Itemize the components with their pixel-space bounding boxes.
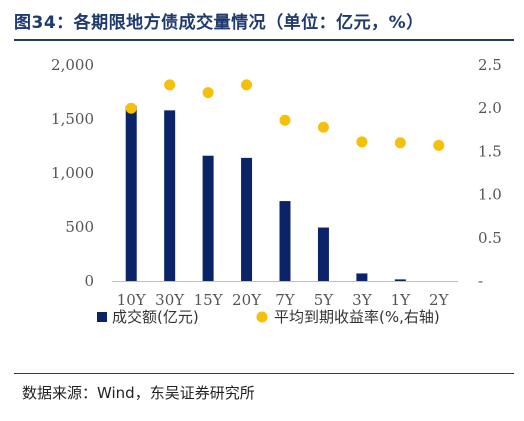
x-axis-tick: 2Y xyxy=(429,291,450,309)
yield-point-30Y xyxy=(164,79,176,91)
x-axis-tick: 5Y xyxy=(314,291,335,309)
yield-point-3Y xyxy=(356,136,368,148)
bar-15Y xyxy=(202,155,214,281)
left-axis-tick: 2,000 xyxy=(51,56,94,74)
yield-point-20Y xyxy=(241,79,253,91)
chart-title: 图34：各期限地方债成交量情况（单位：亿元，%） xyxy=(14,13,424,33)
bar-20Y xyxy=(241,157,253,281)
header-rule xyxy=(14,39,514,41)
yield-point-2Y xyxy=(433,139,445,151)
bar-30Y xyxy=(164,110,176,281)
right-axis-tick: 1.0 xyxy=(478,186,502,204)
yield-point-10Y xyxy=(125,102,137,114)
right-axis-tick: 0.5 xyxy=(478,229,502,247)
right-axis-tick: 2.5 xyxy=(478,56,502,74)
footer-rule xyxy=(14,373,514,374)
left-axis-tick: 1,000 xyxy=(51,164,94,182)
legend-label-volume: 成交额(亿元) xyxy=(112,308,199,326)
x-axis-tick: 3Y xyxy=(352,291,373,309)
right-axis-tick: - xyxy=(478,272,483,290)
bar-3Y xyxy=(356,273,368,281)
legend-label-yield: 平均到期收益率(%,右轴) xyxy=(274,308,440,326)
x-axis-tick: 20Y xyxy=(232,291,262,309)
legend-swatch-yield xyxy=(256,311,268,323)
left-axis-tick: 1,500 xyxy=(51,110,94,128)
bar-7Y xyxy=(279,201,291,281)
x-axis-tick: 15Y xyxy=(194,291,224,309)
bar-5Y xyxy=(317,227,329,281)
yield-point-15Y xyxy=(202,87,214,99)
bar-10Y xyxy=(125,106,137,281)
yield-point-7Y xyxy=(279,114,291,126)
right-axis-tick: 1.5 xyxy=(478,142,502,160)
yield-point-1Y xyxy=(394,137,406,149)
right-axis-tick: 2.0 xyxy=(478,99,502,117)
x-axis-tick: 30Y xyxy=(155,291,185,309)
x-axis-tick: 1Y xyxy=(391,291,412,309)
yield-point-5Y xyxy=(317,121,329,133)
source-note: 数据来源：Wind，东吴证券研究所 xyxy=(22,384,255,402)
left-axis-tick: 500 xyxy=(65,218,94,236)
bar-1Y xyxy=(394,279,406,281)
left-axis-tick: 0 xyxy=(84,272,94,290)
x-axis-tick: 7Y xyxy=(275,291,296,309)
x-axis-tick: 10Y xyxy=(117,291,147,309)
legend-swatch-volume xyxy=(97,312,107,322)
